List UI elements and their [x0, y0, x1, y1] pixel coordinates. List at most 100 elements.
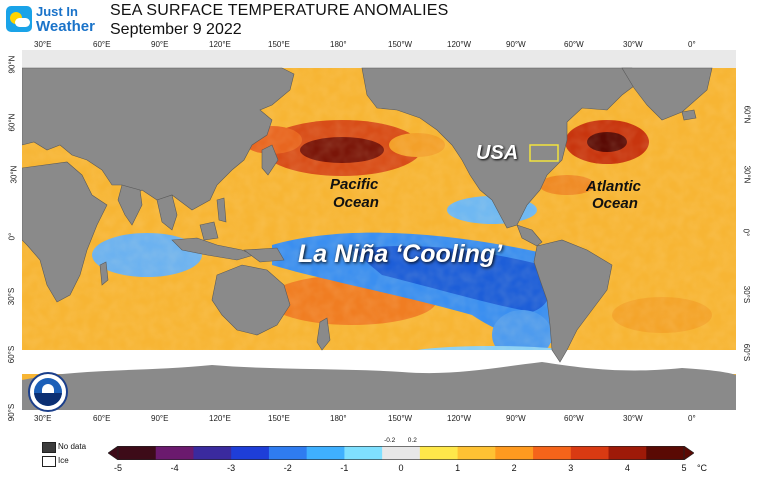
colorbar-segment	[344, 446, 383, 460]
longitude-tick-top: 180°	[330, 40, 347, 49]
longitude-tick-top: 120°W	[447, 40, 472, 49]
eurasia-land	[22, 67, 295, 211]
usa-label: USA	[476, 142, 519, 164]
colorbar-segment	[495, 446, 534, 460]
colorbar-tick-label: -5	[113, 463, 123, 473]
just-in-weather-logo: Just In Weather	[6, 4, 98, 42]
colorbar-tick-label: 4	[624, 463, 630, 473]
colorbar-segment	[646, 446, 685, 460]
colorbar-tick-label: -2	[283, 463, 292, 473]
no-data-swatch	[42, 442, 56, 453]
longitude-tick-top: 120°E	[209, 40, 231, 49]
latitude-tick-left: 0°	[7, 232, 17, 241]
indochina-land	[156, 194, 178, 231]
colorbar-small-tick-label: 0.2	[407, 437, 417, 444]
colorbar-segment	[382, 446, 421, 460]
longitude-tick-top: 30°W	[623, 40, 643, 49]
colorbar-segment	[457, 446, 496, 460]
weather-logo-icon	[6, 6, 32, 32]
colorbar-tick-label: -1	[340, 463, 349, 473]
longitude-tick-bottom: 60°W	[564, 414, 584, 423]
latitude-tick-left: 60°N	[7, 113, 17, 132]
longitude-tick-top: 90°W	[506, 40, 526, 49]
longitude-tick-top: 0°	[688, 40, 696, 49]
colorbar-segment	[306, 446, 345, 460]
india-land	[117, 184, 143, 226]
atlantic-ocean-label-2: Ocean	[592, 195, 638, 212]
colorbar-segment	[608, 446, 647, 460]
new-zealand-land	[316, 317, 331, 351]
colorbar-segment	[268, 446, 308, 460]
central-america-land	[516, 224, 543, 247]
longitude-tick-top: 90°E	[151, 40, 169, 49]
borneo-land	[199, 221, 219, 241]
colorbar-segment	[193, 446, 232, 460]
colorbar-tick-label: 2	[511, 463, 517, 473]
longitude-tick-bottom: 150°W	[388, 414, 413, 423]
longitude-tick-top: 150°W	[388, 40, 413, 49]
africa-land	[22, 161, 108, 303]
longitude-tick-bottom: 30°W	[623, 414, 643, 423]
sst-anomaly-map	[22, 50, 736, 410]
philippines-land	[216, 197, 227, 223]
latitude-tick-right: 60°S	[742, 343, 752, 362]
la-nina-cooling-label: La Niña ‘Cooling’	[298, 240, 503, 268]
longitude-tick-bottom: 180°	[330, 414, 347, 423]
cloud-icon	[15, 18, 30, 27]
ice-swatch	[42, 456, 56, 467]
map-date: September 9 2022	[110, 21, 242, 38]
arctic-band	[22, 50, 736, 68]
latitude-tick-left: 30°S	[7, 287, 17, 306]
colorbar-segment	[419, 446, 459, 460]
colorbar-segment	[231, 446, 270, 460]
colorbar-segment	[570, 446, 610, 460]
longitude-tick-top: 150°E	[268, 40, 290, 49]
japan-land	[261, 144, 279, 176]
colorbar-segment	[118, 446, 157, 460]
longitude-tick-bottom: 150°E	[268, 414, 290, 423]
colorbar-tick-label: 3	[568, 463, 574, 473]
temperature-colorbar	[108, 446, 694, 460]
map-title: SEA SURFACE TEMPERATURE ANOMALIES	[110, 2, 449, 19]
longitude-tick-bottom: 90°W	[506, 414, 526, 423]
longitude-tick-top: 30°E	[34, 40, 52, 49]
colorbar-segment	[533, 446, 572, 460]
noaa-seal-icon	[28, 372, 68, 412]
longitude-tick-top: 60°W	[564, 40, 584, 49]
greenland-land	[621, 67, 713, 121]
latitude-tick-right: 30°N	[742, 165, 752, 184]
usa-highlight-box	[529, 144, 559, 162]
colorbar-unit: °C	[696, 463, 708, 473]
colorbar-low-extension	[108, 446, 119, 460]
logo-text-line2: Weather	[36, 18, 95, 35]
latitude-tick-right: 60°N	[742, 105, 752, 124]
ice-label: Ice	[58, 456, 69, 465]
latitude-tick-left: 90°S	[7, 403, 17, 422]
north-america-land	[361, 67, 643, 229]
longitude-tick-bottom: 120°E	[209, 414, 231, 423]
australia-land	[211, 264, 291, 336]
pacific-ocean-label-1: Pacific	[330, 176, 379, 193]
latitude-tick-left: 90°N	[7, 55, 17, 74]
colorbar-tick-label: -3	[227, 463, 236, 473]
colorbar-high-extension	[683, 446, 694, 460]
longitude-tick-bottom: 60°E	[93, 414, 111, 423]
colorbar-tick-label: -4	[170, 463, 179, 473]
colorbar-tick-label: 0	[398, 463, 404, 473]
no-data-label: No data	[58, 442, 87, 451]
south-america-land	[533, 239, 613, 363]
colorbar-segment	[155, 446, 194, 460]
new-guinea-land	[243, 247, 285, 263]
colorbar-tick-label: 1	[455, 463, 461, 473]
latitude-tick-left: 60°S	[7, 345, 17, 364]
latitude-tick-right: 0°	[741, 228, 751, 237]
pacific-ocean-label-2: Ocean	[333, 194, 379, 211]
longitude-tick-bottom: 120°W	[447, 414, 472, 423]
longitude-tick-bottom: 30°E	[34, 414, 52, 423]
colorbar-tick-label: 5	[681, 463, 687, 473]
madagascar-land	[99, 261, 109, 286]
longitude-tick-bottom: 90°E	[151, 414, 169, 423]
latitude-tick-right: 30°S	[742, 285, 752, 304]
latitude-tick-left: 30°N	[9, 165, 19, 184]
colorbar-small-tick-label: -0.2	[384, 437, 396, 444]
